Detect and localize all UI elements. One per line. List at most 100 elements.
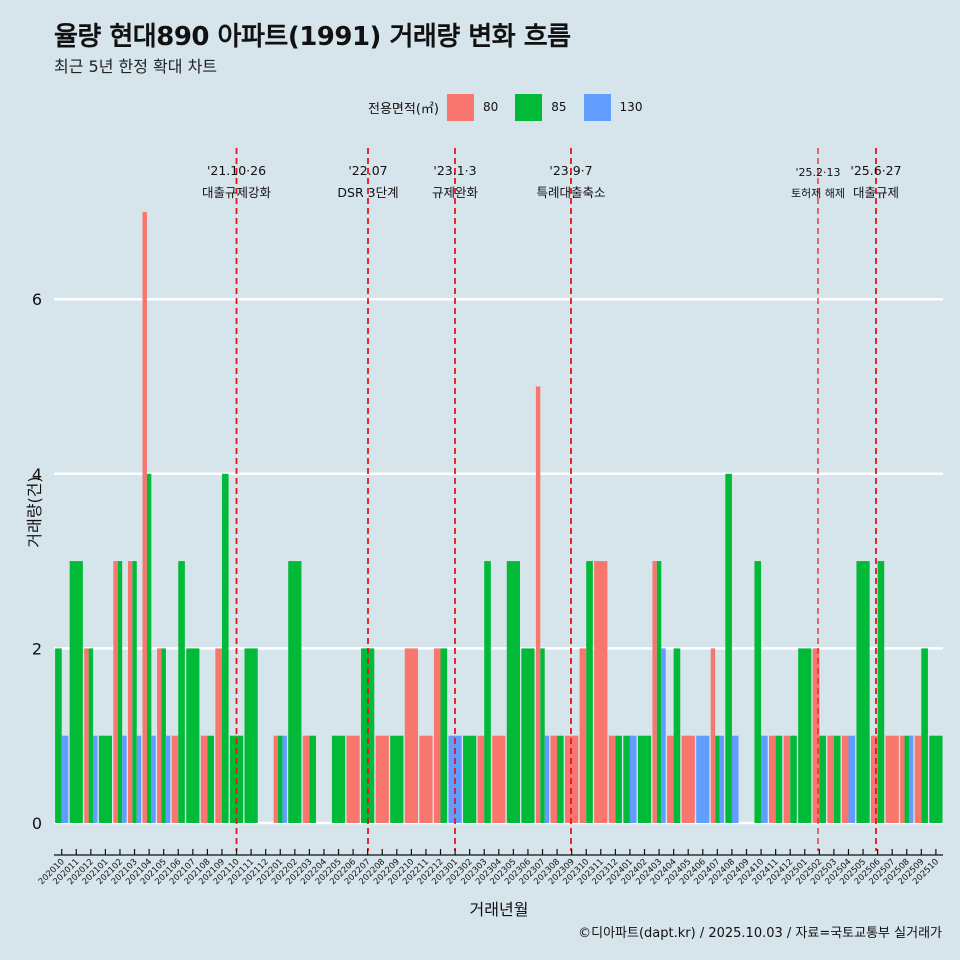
legend: 전용면적(㎡) 80 85 130 [368, 93, 659, 121]
event-label: 특례대출축소 [536, 185, 605, 200]
bar-202212-85 [440, 648, 448, 823]
bar-202312-80 [608, 735, 616, 823]
event-label: 대출규제강화 [202, 185, 272, 200]
event-date: '22.07 [348, 163, 387, 178]
event-date: '21.10·26 [207, 163, 266, 178]
bar-202401-130 [629, 735, 637, 823]
bar-202111-85 [244, 648, 258, 823]
legend-label-130: 130 [619, 100, 643, 114]
bar-202510-85 [929, 735, 943, 823]
event-date: '23.9·7 [549, 163, 592, 178]
bar-202104-80 [142, 211, 147, 823]
bar-202102-80 [113, 561, 118, 823]
y-axis: 0 2 4 6 [32, 290, 42, 833]
bar-202504-130 [848, 735, 856, 823]
bar-202105-85 [161, 648, 166, 823]
bar-202405-80 [681, 735, 695, 823]
bar-202508-80 [900, 735, 905, 823]
bar-202012-130 [93, 735, 98, 823]
bar-202108-80 [200, 735, 208, 823]
bar-202307-80 [535, 386, 541, 823]
bar-202207-85 [361, 648, 375, 823]
bar-202201-130 [282, 735, 287, 823]
bar-202211-80 [419, 735, 433, 823]
bar-202101-85 [98, 735, 113, 823]
bar-202302-85 [463, 735, 477, 823]
bar-202212-80 [433, 648, 441, 823]
bar-202311-80 [594, 561, 608, 823]
bar-202012-85 [88, 648, 94, 823]
bar-202210-80 [404, 648, 418, 823]
legend-swatch-130 [583, 93, 611, 121]
bar-202103-130 [136, 735, 142, 823]
event-label: 규제완화 [432, 185, 479, 200]
bar-202501-85 [798, 648, 812, 823]
caption: ©디아파트(dapt.kr) / 2025.10.03 / 자료=국토교통부 실… [578, 926, 942, 941]
bar-202407-130 [719, 735, 724, 823]
bar-202503-80 [827, 735, 834, 823]
bar-202401-85 [623, 735, 630, 823]
bar-202508-85 [904, 735, 909, 823]
x-axis: 2020102020112020122021012021022021032021… [37, 849, 943, 887]
bar-202506-85 [877, 561, 885, 823]
bars [55, 211, 943, 823]
legend-label-80: 80 [482, 100, 499, 114]
event-label: 대출규제 [853, 185, 899, 200]
bar-202105-80 [157, 648, 162, 823]
bar-202201-85 [278, 735, 283, 823]
bar-202310-80 [579, 648, 587, 823]
legend-swatch-80 [446, 93, 474, 121]
bar-202411-80 [769, 735, 776, 823]
bar-202410-130 [761, 735, 768, 823]
bar-202507-80 [885, 735, 899, 823]
bar-202102-130 [122, 735, 127, 823]
bar-202503-85 [833, 735, 841, 823]
bar-202010-85 [55, 648, 62, 823]
bar-202202-85 [288, 561, 302, 823]
bar-202107-85 [186, 648, 200, 823]
bar-202508-130 [908, 735, 914, 823]
bar-202402-85 [637, 735, 652, 823]
bar-202106-80 [171, 735, 179, 823]
bar-202411-85 [775, 735, 783, 823]
bar-202502-80 [812, 648, 820, 823]
bar-202506-80 [871, 735, 878, 823]
y-tick-label: 2 [32, 639, 42, 658]
bar-202403-80 [652, 561, 657, 823]
legend-swatch-85 [515, 93, 543, 121]
bar-202203-85 [309, 735, 316, 823]
event-lines: '21.10·26 대출규제강화 '22.07 DSR 3단계 '23.1·3 규제완화 '… [202, 148, 902, 851]
bar-202502-85 [819, 735, 826, 823]
bar-202306-85 [521, 648, 535, 823]
legend-title: 전용면적(㎡) [368, 101, 439, 117]
bar-202410-85 [754, 561, 762, 823]
bar-202103-80 [127, 561, 133, 823]
event-date: '25.2·13 [795, 166, 840, 179]
event-label: 토허제 해제 [791, 186, 845, 200]
bar-202403-85 [656, 561, 662, 823]
bar-202307-85 [540, 648, 545, 823]
bar-202303-85 [484, 561, 491, 823]
bar-202011-85 [69, 561, 83, 823]
bar-202108-85 [207, 735, 214, 823]
bar-202012-80 [84, 648, 89, 823]
bar-202010-130 [61, 735, 69, 823]
y-tick-label: 0 [32, 814, 42, 833]
bar-202407-85 [715, 735, 720, 823]
bar-202203-80 [302, 735, 310, 823]
bar-202205-85 [331, 735, 346, 823]
bar-202412-80 [783, 735, 791, 823]
bar-202505-85 [856, 561, 870, 823]
x-axis-title: 거래년월 [469, 900, 529, 919]
bar-202308-80 [550, 735, 558, 823]
bar-202305-85 [506, 561, 520, 823]
bar-202307-130 [544, 735, 550, 823]
bar-202109-80 [215, 648, 222, 823]
y-tick-label: 4 [32, 465, 42, 484]
bar-202312-85 [615, 735, 622, 823]
bar-202509-85 [921, 648, 928, 823]
chart-title: 율량 현대890 아파트(1991) 거래량 변화 흐름 [54, 22, 571, 52]
y-tick-label: 6 [32, 290, 42, 309]
legend-label-85: 85 [551, 100, 567, 114]
